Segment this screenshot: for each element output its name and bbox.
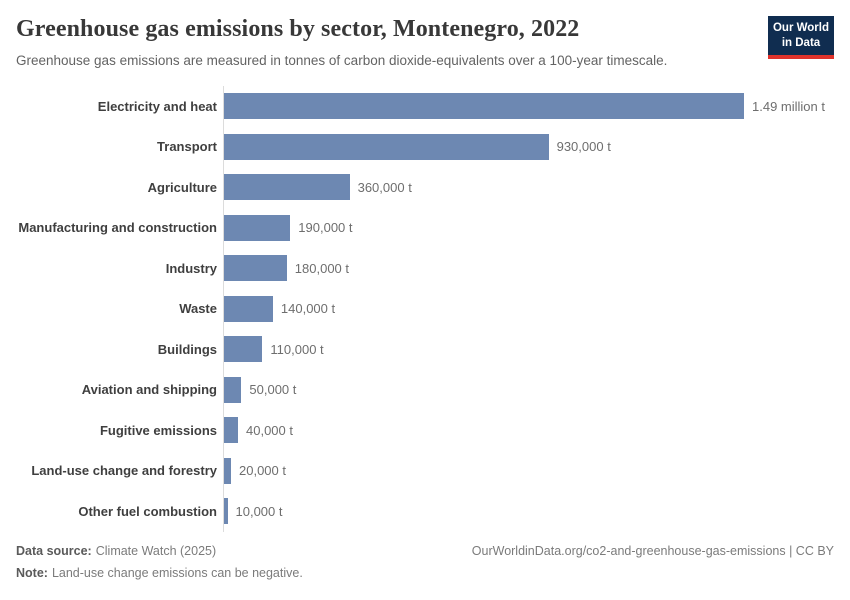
page-subtitle: Greenhouse gas emissions are measured in… — [16, 53, 668, 68]
row-label: Other fuel combustion — [78, 503, 217, 519]
chart-row: Transport 930,000 t — [0, 126, 850, 167]
header: Greenhouse gas emissions by sector, Mont… — [0, 0, 850, 70]
data-source-value: Climate Watch (2025) — [95, 544, 217, 558]
bar[interactable] — [224, 498, 228, 525]
chart-row: Other fuel combustion 10,000 t — [0, 491, 850, 532]
bar-value-label: 190,000 t — [298, 220, 353, 236]
note-value: Land-use change emissions can be negativ… — [51, 566, 303, 580]
bar-value-label: 20,000 t — [239, 463, 286, 479]
row-track: 360,000 t — [223, 167, 850, 208]
owid-logo[interactable]: Our World in Data — [768, 16, 834, 60]
bar[interactable] — [224, 93, 744, 120]
row-label: Fugitive emissions — [99, 422, 217, 438]
row-track: 50,000 t — [223, 369, 850, 410]
chart-row: Fugitive emissions 40,000 t — [0, 410, 850, 451]
chart: Electricity and heat 1.49 million t Transp… — [0, 86, 850, 532]
bar-value-label: 180,000 t — [294, 260, 350, 276]
data-source-label: Data source: — [16, 544, 92, 558]
row-label: Manufacturing and construction — [18, 220, 217, 236]
row-track: 180,000 t — [223, 248, 850, 289]
page-title: Greenhouse gas emissions by sector, Mont… — [16, 16, 580, 42]
chart-row: Land-use change and forestry 20,000 t — [0, 450, 850, 491]
row-label: Transport — [157, 139, 217, 155]
row-track: 110,000 t — [223, 329, 850, 370]
row-label: Buildings — [157, 341, 217, 357]
bar[interactable] — [224, 214, 291, 241]
chart-row: Waste 140,000 t — [0, 288, 850, 329]
row-track: 10,000 t — [223, 491, 850, 532]
row-track: 930,000 t — [223, 126, 850, 167]
row-track: 140,000 t — [223, 288, 850, 329]
row-label: Electricity and heat — [97, 98, 217, 114]
bar-value-label: 110,000 t — [270, 341, 324, 357]
chart-row: Agriculture 360,000 t — [0, 167, 850, 208]
row-track: 20,000 t — [223, 450, 850, 491]
bar[interactable] — [224, 295, 273, 322]
row-label: Land-use change and forestry — [31, 463, 217, 479]
bar[interactable] — [224, 336, 263, 363]
footer: Data source: Climate Watch (2025) Note: La… — [16, 543, 834, 581]
bar[interactable] — [224, 133, 549, 160]
row-track: 40,000 t — [223, 410, 850, 451]
chart-row: Electricity and heat 1.49 million t — [0, 86, 850, 127]
bar[interactable] — [224, 255, 287, 282]
chart-row: Buildings 110,000 t — [0, 329, 850, 370]
owid-logo-line2: in Data — [781, 36, 821, 49]
bar-value-label: 1.49 million t — [752, 98, 825, 114]
data-source-line: Data source: Climate Watch (2025) — [16, 543, 303, 559]
bar[interactable] — [224, 457, 231, 484]
row-label: Industry — [165, 260, 217, 276]
bar-value-label: 140,000 t — [280, 301, 336, 317]
row-label: Waste — [179, 301, 217, 317]
bar-value-label: 50,000 t — [249, 382, 297, 398]
row-label: Aviation and shipping — [81, 382, 217, 398]
footer-left: Data source: Climate Watch (2025) Note: La… — [16, 543, 303, 581]
bar[interactable] — [224, 417, 238, 444]
bar-value-label: 10,000 t — [235, 503, 283, 519]
row-label: Agriculture — [147, 179, 217, 195]
chart-row: Manufacturing and construction 190,000 t — [0, 207, 850, 248]
bar-value-label: 930,000 t — [556, 139, 611, 155]
row-track: 190,000 t — [223, 207, 850, 248]
note-line: Note: Land-use change emissions can be ne… — [16, 565, 303, 581]
chart-row: Industry 180,000 t — [0, 248, 850, 289]
bar-value-label: 40,000 t — [246, 422, 293, 438]
credit-link[interactable]: OurWorldinData.org/co2-and-greenhouse-ga… — [471, 544, 834, 558]
row-track: 1.49 million t — [223, 86, 850, 127]
bar[interactable] — [224, 376, 242, 403]
bar-value-label: 360,000 t — [357, 179, 412, 195]
note-label: Note: — [16, 566, 48, 580]
chart-row: Aviation and shipping 50,000 t — [0, 369, 850, 410]
bar[interactable] — [224, 174, 350, 201]
owid-logo-line1: Our World — [772, 22, 829, 34]
